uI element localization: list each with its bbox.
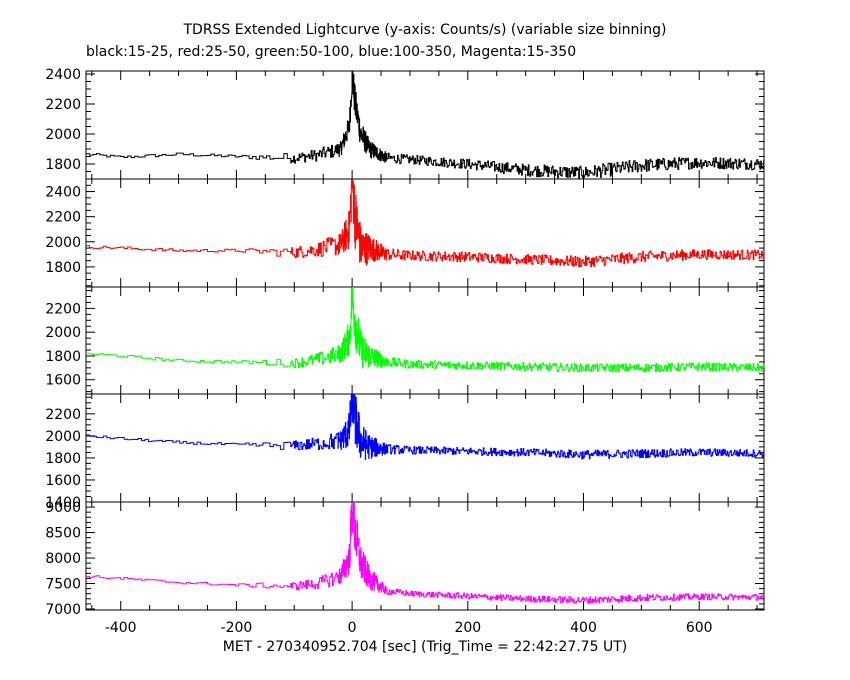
y-tick-label: 2200 xyxy=(45,407,81,423)
y-tick-label: 1800 xyxy=(45,157,81,173)
y-tick-label: 2400 xyxy=(45,67,81,83)
y-tick-label: 1800 xyxy=(45,349,81,365)
panel-frame xyxy=(85,286,765,395)
y-tick-label: 1400 xyxy=(45,495,81,511)
y-tick-label: 2000 xyxy=(45,429,81,445)
y-tick-label: 2200 xyxy=(45,210,81,226)
y-tick-label: 2000 xyxy=(45,235,81,251)
y-tick-label: 9000 xyxy=(45,500,81,516)
lightcurve-series xyxy=(86,179,765,268)
y-tick-label: 7500 xyxy=(45,577,81,593)
x-tick-label: -200 xyxy=(221,620,253,636)
x-tick-label: 0 xyxy=(348,620,357,636)
x-tick-label: 200 xyxy=(454,620,481,636)
x-axis-label: MET - 270340952.704 [sec] (Trig_Time = 2… xyxy=(222,639,628,655)
panel-frame xyxy=(85,393,765,503)
x-tick-label: 600 xyxy=(686,620,713,636)
y-tick-label: 2400 xyxy=(45,185,81,201)
x-tick-label: 400 xyxy=(570,620,597,636)
y-tick-label: 8000 xyxy=(45,551,81,567)
lightcurve-series xyxy=(86,71,765,179)
y-tick-label: 1600 xyxy=(45,373,81,389)
panel-frame xyxy=(85,501,765,611)
lightcurve-series xyxy=(86,502,765,605)
y-tick-label: 1800 xyxy=(45,260,81,276)
y-tick-label: 1600 xyxy=(45,473,81,489)
y-tick-label: 7000 xyxy=(45,602,81,618)
chart-subtitle: black:15-25, red:25-50, green:50-100, bl… xyxy=(86,44,577,60)
x-tick-label: -400 xyxy=(105,620,137,636)
y-tick-label: 2200 xyxy=(45,97,81,113)
lightcurve-series xyxy=(86,287,765,373)
panel-frame xyxy=(85,178,765,288)
y-tick-label: 2200 xyxy=(45,301,81,317)
lightcurve-series xyxy=(86,394,765,461)
y-tick-label: 8500 xyxy=(45,526,81,542)
chart-title: TDRSS Extended Lightcurve (y-axis: Count… xyxy=(183,22,667,38)
y-tick-label: 2000 xyxy=(45,325,81,341)
y-tick-label: 1800 xyxy=(45,451,81,467)
y-tick-label: 2000 xyxy=(45,127,81,143)
